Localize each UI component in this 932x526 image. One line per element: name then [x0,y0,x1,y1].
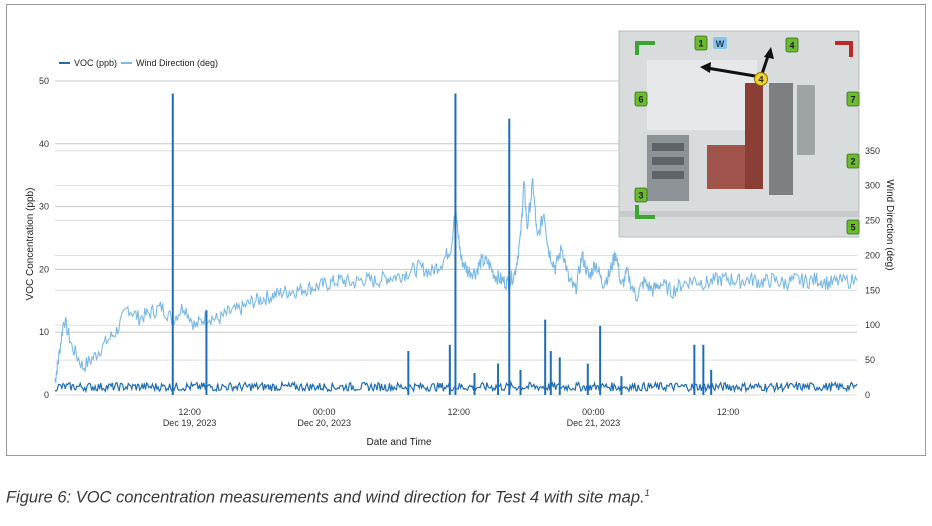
site-map-tank-row [652,157,684,165]
wind-direction-series-line [54,177,858,383]
site-marker-label: 4 [789,41,794,51]
site-map-corner-green [635,205,655,219]
legend: VOC (ppb) Wind Direction (deg) [59,58,218,68]
x-tick-label: 12:00 [178,407,201,417]
site-map-tank-row [652,143,684,151]
chart-area: VOC (ppb) Wind Direction (deg) 010203040… [25,30,895,448]
site-map-equipment [707,145,749,189]
site-map: W 1 2 3 4 5 6 7 4 [618,30,860,238]
site-map-wind-marker: W [713,37,727,49]
y-tick-label: 20 [39,264,49,274]
site-marker-badge [846,153,860,169]
site-marker-badge [846,91,860,107]
figure-caption: Figure 6: VOC concentration measurements… [6,488,906,508]
y-tick-label: 40 [39,139,49,149]
site-map-corner-green [635,41,655,55]
caption-footnote: 1 [644,488,650,498]
y2-axis-title: Wind Direction (deg) [884,179,895,270]
caption-text: Figure 6: VOC concentration measurements… [6,488,645,507]
x-tick-label: 12:00 [717,407,740,417]
y2-tick-label: 250 [865,216,880,226]
site-marker-badge [694,35,708,51]
y2-tick-label: 0 [865,390,870,400]
site-marker-center-label: 4 [758,75,763,85]
y2-tick-label: 100 [865,320,880,330]
site-marker-label: 6 [638,95,643,105]
y2-axis-ticks: 0 50 100 150 200 250 300 350 [865,146,880,400]
site-marker-center [754,72,768,86]
site-marker-badge [634,187,648,203]
site-marker-label: 1 [698,39,703,49]
site-marker-badge [846,219,860,235]
site-marker-badge [634,91,648,107]
site-marker-label: 2 [850,157,855,167]
site-map-arrowhead [764,47,774,59]
y-tick-label: 10 [39,327,49,337]
site-marker-label: 5 [850,223,855,233]
site-map-arrowhead [700,62,711,73]
x-axis-title: Date and Time [366,437,431,448]
chart-frame: VOC (ppb) Wind Direction (deg) 0 10 20 30 40… [6,4,926,456]
x-tick-date: Dec 19, 2023 [163,418,217,428]
series-layer [54,93,858,395]
site-map-wind-label: W [716,39,725,49]
site-map-equipment [797,85,815,155]
legend-label-voc: VOC (ppb) [74,58,117,68]
site-map-wind-arrow [706,66,762,79]
site-map-equipment [745,83,763,189]
site-map-corner-red [835,41,853,57]
x-tick-label: 00:00 [313,407,336,417]
y2-tick-label: 200 [865,250,880,260]
y-tick-label: 30 [39,202,49,212]
site-map-pad [647,60,757,130]
site-marker-label: 3 [638,191,643,201]
site-marker-badge [785,37,799,53]
site-map-wind-badge [713,37,727,49]
y-axis-title: VOC Concentration (ppb) [25,188,36,301]
y2-tick-label: 50 [865,355,875,365]
site-map-markers: 1 2 3 4 5 6 7 4 [634,35,860,235]
x-tick-date: Dec 21, 2023 [567,418,621,428]
site-map-tank-row [652,171,684,179]
y2-tick-label: 150 [865,285,880,295]
site-map-road [619,211,859,217]
x-tick-label: 00:00 [582,407,605,417]
y-tick-label: 50 [39,76,49,86]
y-tick-label: 0 [44,390,49,400]
x-tick-label: 12:00 [448,407,471,417]
legend-label-wind: Wind Direction (deg) [136,58,218,68]
site-marker-label: 7 [850,95,855,105]
y2-tick-label: 350 [865,146,880,156]
y-axis-ticks: 0 10 20 30 40 50 [39,76,49,400]
y2-tick-label: 300 [865,181,880,191]
site-map-equipment [769,83,793,195]
x-tick-date: Dec 20, 2023 [297,418,351,428]
